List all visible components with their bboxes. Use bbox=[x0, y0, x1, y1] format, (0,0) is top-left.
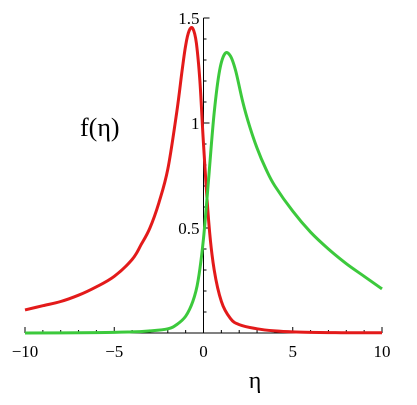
x-tick-label: 5 bbox=[289, 342, 298, 361]
x-tick-label: 0 bbox=[199, 342, 208, 361]
y-tick-label: 0.5 bbox=[178, 219, 199, 238]
y-axis-title: f(η) bbox=[80, 113, 120, 142]
x-axis-title: η bbox=[249, 368, 262, 394]
green-series-line bbox=[24, 51, 383, 335]
y-tick-label: 1.5 bbox=[178, 9, 199, 28]
axes bbox=[25, 18, 382, 334]
tick-labels: −10 −5 0 5 10 0.5 1 1.5 bbox=[12, 9, 391, 361]
y-tick-label: 1 bbox=[191, 114, 200, 133]
series-lines bbox=[24, 26, 383, 335]
red-series-line bbox=[24, 26, 382, 335]
x-tick-label: −5 bbox=[105, 342, 123, 361]
x-tick-label: −10 bbox=[12, 342, 39, 361]
x-tick-label: 10 bbox=[374, 342, 391, 361]
